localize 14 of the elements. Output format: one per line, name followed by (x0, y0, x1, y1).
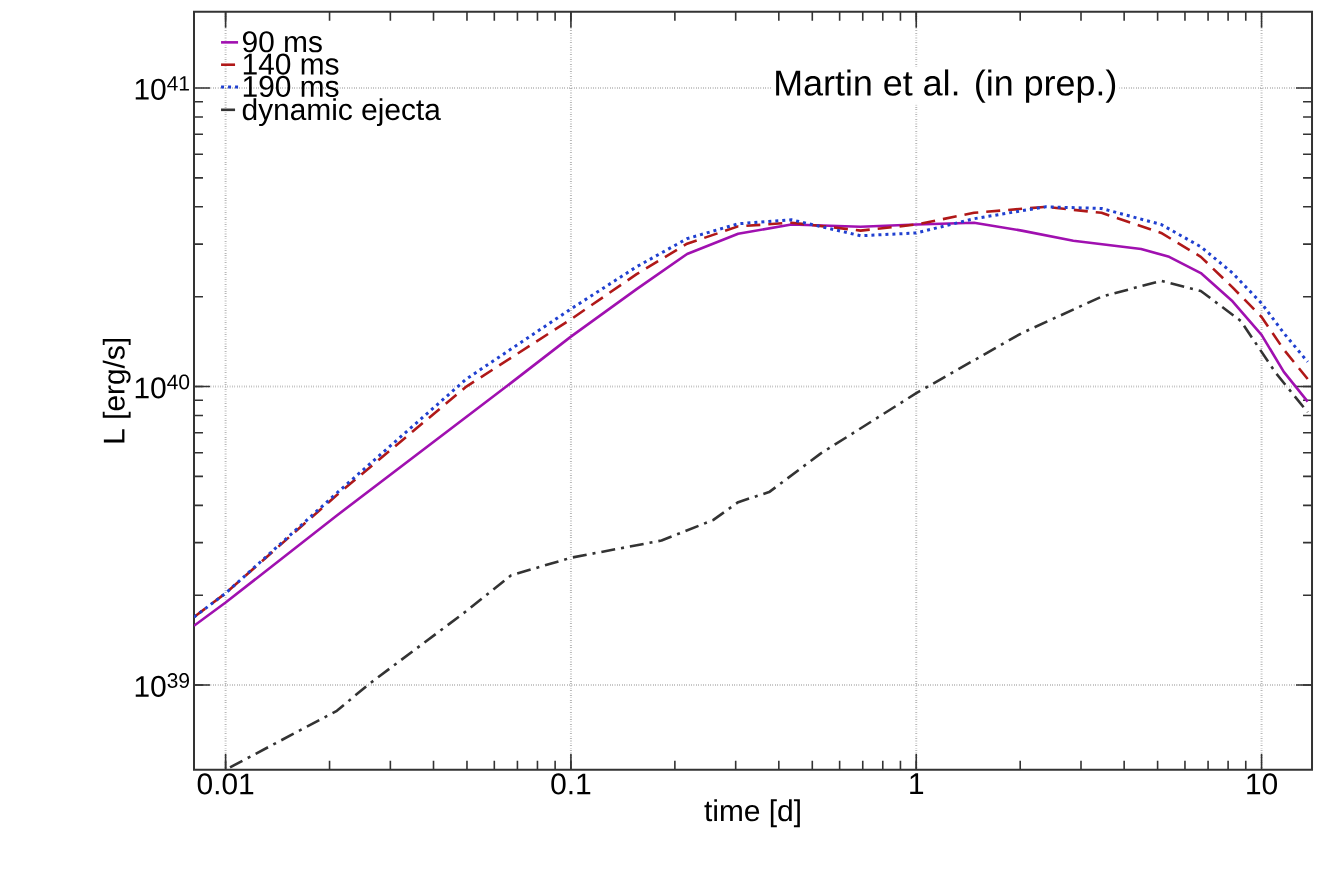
x-tick-label: 0.01 (197, 773, 254, 795)
legend-label: dynamic ejecta (242, 98, 441, 127)
legend-label: 190 ms (243, 75, 339, 98)
legend-label: 90 ms (242, 31, 322, 53)
y-axis-title: L [erg/s] (102, 339, 131, 443)
y-tick-label: 10$^{39}$ (135, 673, 189, 698)
y-tick-label: 10$^{40}$ (135, 374, 190, 399)
legend-label: 140 ms (243, 53, 339, 75)
x-tick-label: 0.1 (551, 773, 591, 795)
x-axis-title: time [d] (704, 799, 800, 828)
x-tick-label: 1 (910, 773, 924, 794)
x-tick-label: 10 (1247, 773, 1278, 795)
y-tick-label: 10$^{41}$ (135, 76, 189, 100)
annotation: Martin et al. (in prep.) (776, 69, 1116, 103)
